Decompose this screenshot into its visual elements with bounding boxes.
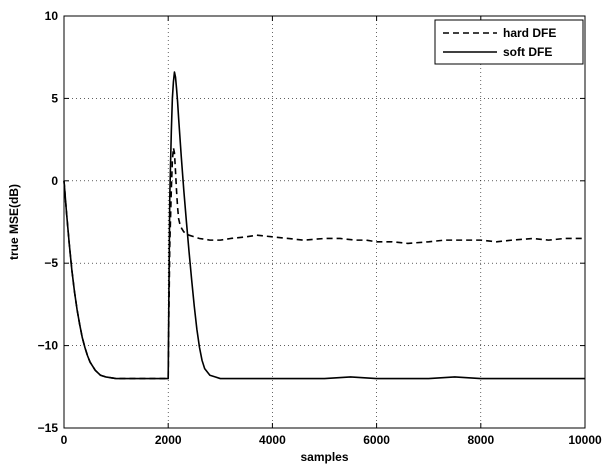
y-tick-label: −10 — [38, 339, 59, 353]
x-tick-label: 10000 — [568, 433, 602, 447]
y-tick-label: 5 — [51, 91, 58, 105]
x-tick-label: 2000 — [155, 433, 182, 447]
y-tick-labels: −15 −10 −5 0 5 10 — [38, 9, 59, 435]
series-lines — [63, 71, 585, 380]
y-tick-label: −5 — [44, 256, 58, 270]
legend-label-hard-dfe: hard DFE — [503, 26, 556, 40]
x-tick-label: 4000 — [259, 433, 286, 447]
axis-ticks — [63, 15, 586, 429]
x-tick-label: 8000 — [467, 433, 494, 447]
y-tick-label: 10 — [45, 9, 59, 23]
y-tick-label: 0 — [51, 174, 58, 188]
legend: hard DFE soft DFE — [434, 19, 584, 65]
x-tick-labels: 0 2000 4000 6000 8000 10000 — [61, 433, 602, 447]
x-tick-label: 0 — [61, 433, 68, 447]
grid — [64, 16, 585, 428]
legend-box — [434, 19, 584, 65]
plot-frame — [63, 15, 586, 429]
legend-label-soft-dfe: soft DFE — [503, 45, 552, 59]
x-tick-label: 6000 — [363, 433, 390, 447]
y-axis-label: true MSE(dB) — [7, 184, 21, 260]
x-axis-label: samples — [300, 450, 348, 464]
y-tick-label: −15 — [38, 421, 59, 435]
series-line-soft-dfe — [63, 71, 585, 380]
